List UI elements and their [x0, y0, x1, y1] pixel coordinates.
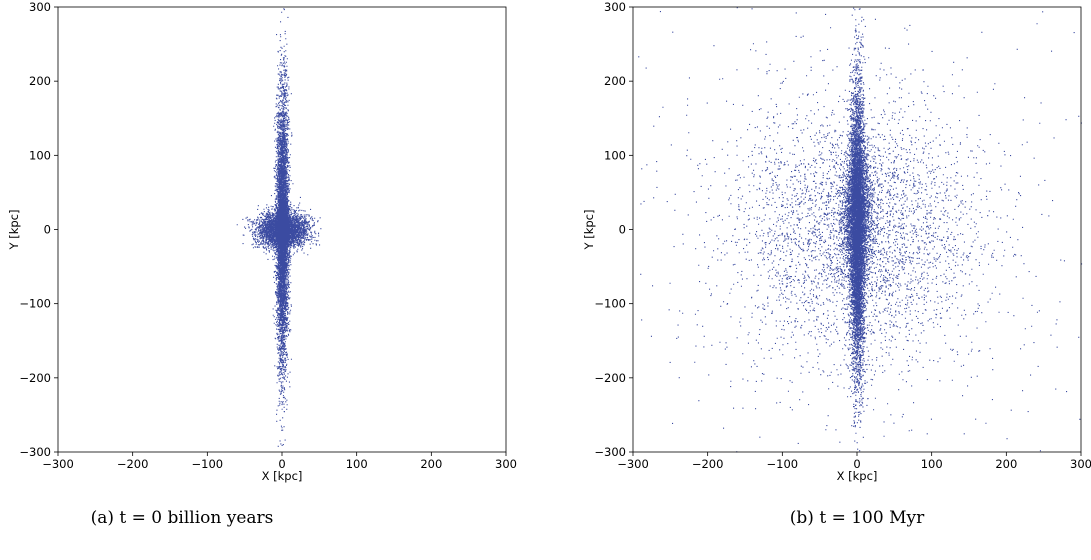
x-tick-label: −100 [192, 457, 224, 471]
panel-b-scatter-plot: −300 −200 −100 0 100 200 300 −300 −200 −100 0 100 20… [582, 0, 1091, 483]
x-tick-label: 300 [1070, 457, 1091, 471]
y-tick-label: 300 [29, 0, 51, 14]
y-tick-label: 0 [619, 223, 626, 237]
y-tick-label: −200 [594, 371, 626, 385]
x-tick-label: −200 [692, 457, 724, 471]
x-tick-label: −200 [117, 457, 149, 471]
x-axis-label: X [kpc] [262, 469, 303, 483]
x-tick-label: 200 [995, 457, 1017, 471]
x-tick-label: −300 [617, 457, 649, 471]
x-axis-label: X [kpc] [837, 469, 878, 483]
y-tick-label: 200 [29, 74, 51, 88]
scatter-points-b [638, 7, 1083, 453]
caption-a: (a) t = 0 billion years [90, 508, 274, 528]
y-tick-label: 200 [604, 74, 626, 88]
y-tick-label: −100 [19, 297, 51, 311]
y-tick-label: 100 [29, 148, 51, 162]
x-tick-label: 300 [495, 457, 517, 471]
y-axis-label: Y [kpc] [582, 210, 596, 251]
panel-a-scatter-plot: −300 −200 −100 0 100 200 300 −300 −200 −100 0 100 20… [7, 0, 517, 483]
x-tick-label: 100 [346, 457, 368, 471]
y-tick-label: 0 [44, 223, 51, 237]
scatter-points-a [236, 8, 322, 447]
y-tick-label: −300 [19, 445, 51, 459]
y-tick-label: −100 [594, 297, 626, 311]
x-tick-label: −300 [42, 457, 74, 471]
data-point [236, 8, 322, 447]
y-tick-label: −300 [594, 445, 626, 459]
y-axis-label: Y [kpc] [7, 210, 21, 251]
data-point [638, 7, 1083, 453]
x-tick-label: 0 [853, 457, 860, 471]
y-tick-label: 100 [604, 148, 626, 162]
caption-b: (b) t = 100 Myr [789, 508, 925, 528]
y-tick-label: −200 [19, 371, 51, 385]
x-tick-label: −100 [767, 457, 799, 471]
y-tick-label: 300 [604, 0, 626, 14]
x-tick-label: 0 [278, 457, 285, 471]
x-tick-label: 200 [420, 457, 442, 471]
x-tick-label: 100 [921, 457, 943, 471]
